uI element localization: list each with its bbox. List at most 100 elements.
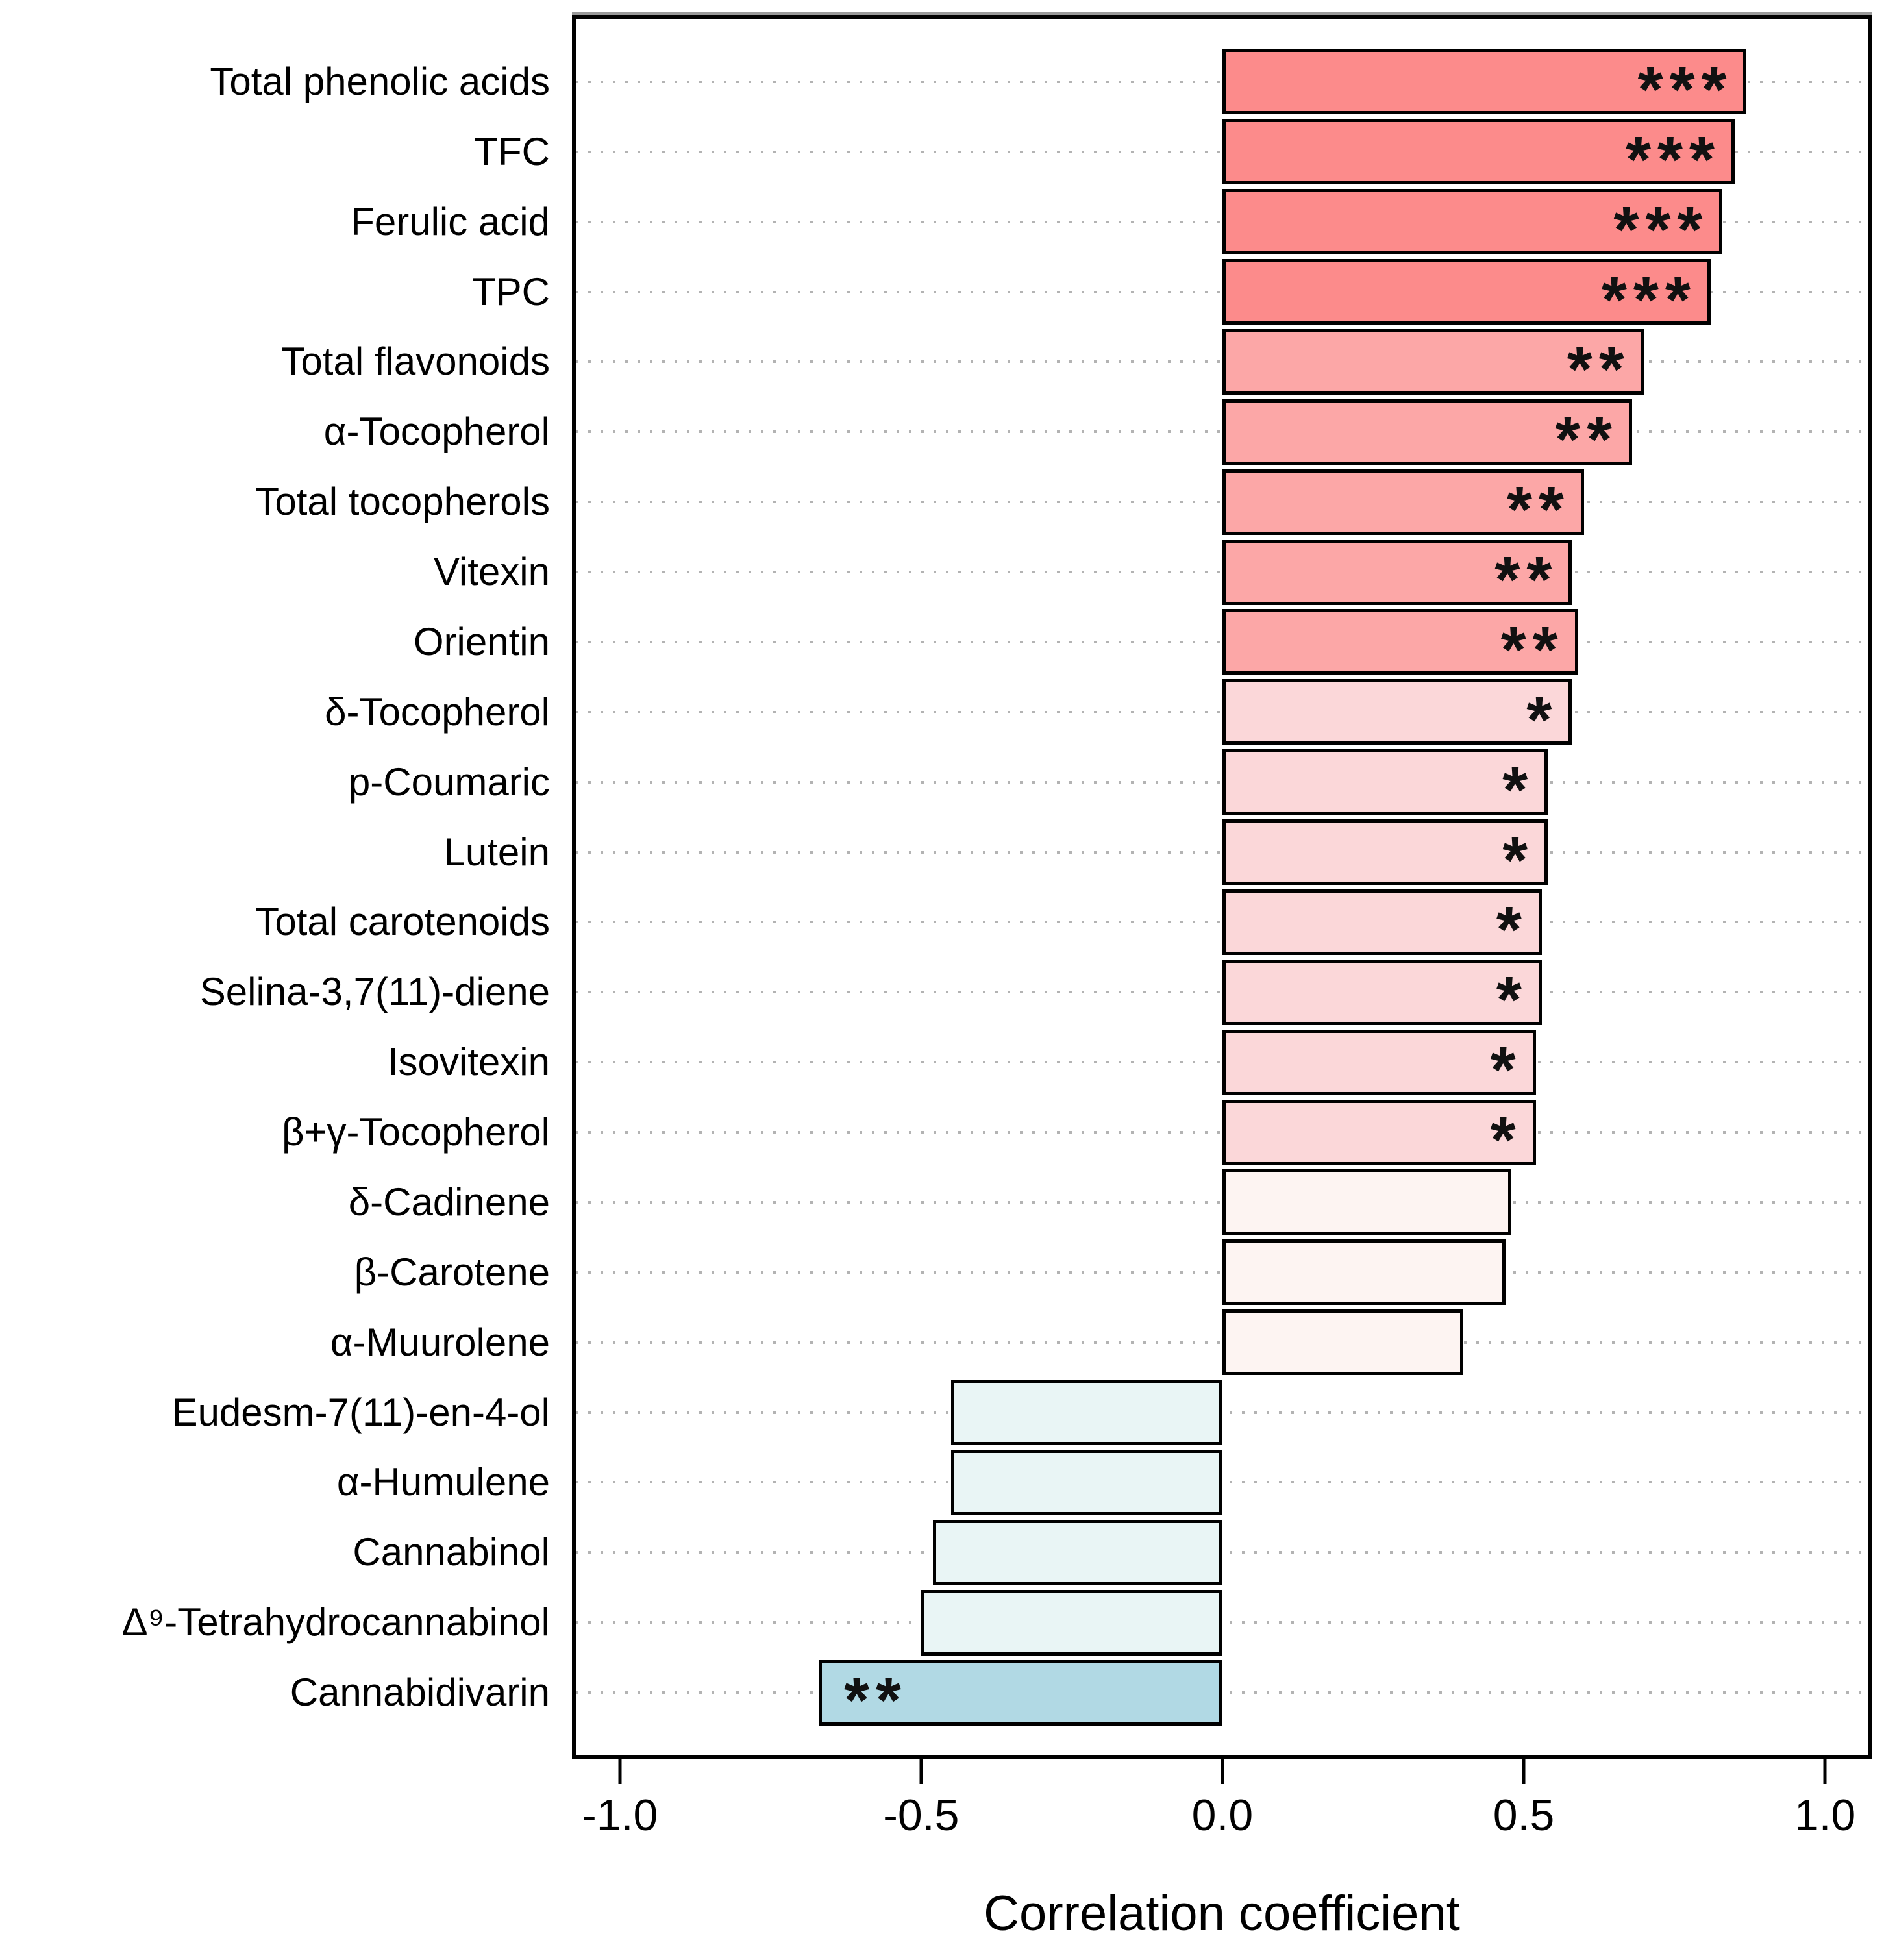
gridline: [576, 780, 1868, 784]
y-axis-label: Ferulic acid: [351, 199, 550, 243]
gridline: [576, 710, 1868, 713]
y-axis-label: Cannabinol: [353, 1530, 550, 1574]
x-tick: [1221, 1759, 1224, 1784]
y-axis-labels: Total phenolic acids TFC Ferulic acid TPC To…: [0, 19, 564, 1755]
significance-stars: **: [1494, 543, 1559, 617]
y-axis-label: Selina-3,7(11)-diene: [199, 970, 550, 1014]
x-axis-tick-labels: -1.0 -0.5 0.0 0.5 1.0: [576, 1791, 1868, 1842]
bar: *: [1222, 819, 1548, 893]
significance-stars: **: [844, 1664, 908, 1737]
significance-stars: **: [1500, 613, 1565, 686]
bar: ***: [1222, 49, 1747, 122]
significance-stars: *: [1502, 823, 1535, 897]
y-axis-label: δ-Tocopherol: [325, 689, 550, 734]
x-tick-label: 1.0: [1794, 1791, 1856, 1840]
bar: [921, 1589, 1222, 1656]
y-axis-label: Lutein: [443, 830, 550, 874]
bar: *: [1222, 1029, 1536, 1102]
bar: [951, 1449, 1222, 1515]
x-tick-label: 0.5: [1493, 1791, 1555, 1840]
gridline: [576, 360, 1868, 364]
y-axis-label: TPC: [472, 269, 550, 314]
significance-stars: ***: [1601, 263, 1697, 336]
y-axis-label: β+γ-Tocopherol: [281, 1110, 550, 1154]
y-axis-label: Total carotenoids: [255, 900, 550, 944]
y-axis-label: β-Carotene: [354, 1250, 550, 1294]
bar: [1222, 1169, 1512, 1235]
bar: ***: [1222, 119, 1735, 192]
y-axis-label: δ-Cadinene: [348, 1180, 550, 1224]
x-tick-label: 0.0: [1191, 1791, 1254, 1840]
gridline: [576, 1341, 1868, 1344]
significance-stars: *: [1496, 963, 1528, 1037]
y-axis-label: Isovitexin: [387, 1040, 550, 1084]
y-axis-label: α-Humulene: [336, 1460, 550, 1504]
y-axis-label: Δ⁹-Tetrahydrocannabinol: [121, 1600, 550, 1644]
bar: ***: [1222, 189, 1723, 262]
gridline: [576, 430, 1868, 434]
gridline: [576, 290, 1868, 293]
gridline: [576, 80, 1868, 83]
gridline: [576, 1200, 1868, 1204]
significance-stars: ***: [1626, 123, 1721, 196]
x-tick: [1823, 1759, 1827, 1784]
bar: [1222, 1239, 1506, 1306]
bar: *: [1222, 679, 1572, 752]
y-axis-label: Total tocopherols: [255, 480, 550, 524]
gridline: [576, 640, 1868, 643]
x-axis-title: Correlation coefficient: [984, 1886, 1460, 1941]
significance-stars: **: [1567, 333, 1631, 406]
x-axis-ticks: [576, 1759, 1868, 1785]
bar: *: [1222, 749, 1548, 823]
gridline: [576, 150, 1868, 153]
bar: *: [1222, 959, 1542, 1032]
bar: **: [1222, 469, 1584, 542]
x-tick: [618, 1759, 622, 1784]
bar: **: [1222, 539, 1572, 612]
gridline: [576, 1131, 1868, 1134]
gridline: [576, 501, 1868, 504]
significance-stars: ***: [1637, 53, 1733, 126]
bar: ***: [1222, 259, 1711, 332]
significance-stars: *: [1490, 1104, 1522, 1177]
bar: *: [1222, 889, 1542, 962]
gridline: [576, 850, 1868, 854]
gridline: [576, 1061, 1868, 1064]
y-axis-label: α-Tocopherol: [323, 410, 550, 454]
bar: **: [1222, 609, 1578, 682]
x-tick: [919, 1759, 923, 1784]
gridline: [576, 571, 1868, 574]
y-axis-label: Total flavonoids: [281, 340, 550, 384]
y-axis-label: Eudesm-7(11)-en-4-ol: [171, 1390, 550, 1434]
bar: **: [1222, 329, 1644, 402]
x-tick-label: -0.5: [883, 1791, 960, 1840]
bar: **: [819, 1659, 1222, 1733]
gridline: [576, 991, 1868, 994]
y-axis-label: p-Coumaric: [348, 760, 550, 804]
bar: [951, 1380, 1222, 1446]
x-tick: [1522, 1759, 1526, 1784]
significance-stars: ***: [1613, 193, 1709, 266]
significance-stars: *: [1490, 1034, 1522, 1107]
significance-stars: *: [1526, 683, 1559, 756]
significance-stars: **: [1555, 403, 1619, 477]
y-axis-label: Total phenolic acids: [210, 59, 550, 103]
plot-area: *** *** *** *** ** ** ** ** ** * * * * * * * **: [576, 19, 1868, 1755]
y-axis-label: Vitexin: [433, 550, 550, 594]
x-tick-label: -1.0: [582, 1791, 658, 1840]
y-axis-label: α-Muurolene: [330, 1320, 550, 1364]
y-axis-label: Cannabidivarin: [290, 1670, 550, 1715]
bar: *: [1222, 1099, 1536, 1172]
significance-stars: *: [1502, 753, 1535, 826]
bar: [933, 1519, 1222, 1585]
bar: [1222, 1309, 1464, 1376]
bar: **: [1222, 399, 1633, 472]
plot-box: *** *** *** *** ** ** ** ** ** * * * * * * * **: [572, 15, 1872, 1759]
gridline: [576, 1271, 1868, 1274]
significance-stars: **: [1506, 473, 1570, 547]
gridline: [576, 921, 1868, 924]
gridline: [576, 220, 1868, 223]
y-axis-label: Orientin: [413, 619, 550, 664]
significance-stars: *: [1496, 893, 1528, 967]
